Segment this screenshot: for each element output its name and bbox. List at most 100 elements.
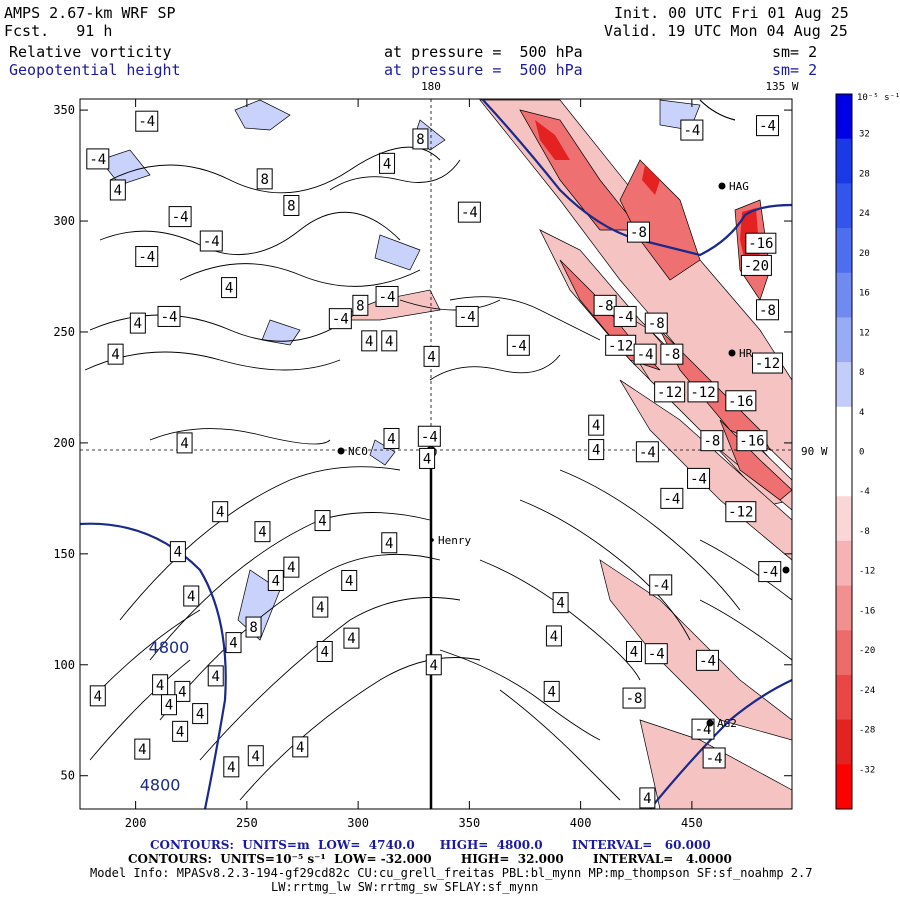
contour-label: 4 [556,596,564,612]
contour-label: -4 [663,491,680,507]
height-contour-label: 4800 [149,638,190,657]
colorbar-label: 28 [859,169,870,179]
contour-label: 8 [356,298,364,314]
contour-label: -4 [695,722,712,738]
contour-label: 4 [216,505,224,521]
y-tick-label: 100 [53,658,75,672]
footer-vorticity-contours: CONTOURS: UNITS=10⁻⁵ s⁻¹ LOW= -32.000 HI… [128,852,732,866]
contour-label: 4 [427,349,435,365]
lon-90w-label: 90 W [801,445,828,458]
contour-label-box [457,201,481,223]
x-tick-label: 250 [236,816,258,830]
contour-label-box [247,745,264,767]
contour-label-box [695,649,719,671]
y-tick-label: 250 [53,325,75,339]
contour-label: -12 [608,338,633,354]
contour-label-box [174,680,191,702]
contour-label-box [545,625,562,647]
contour-label: 4 [138,742,146,758]
contour-label-box [223,756,240,778]
colorbar-swatch [836,719,852,765]
footer-model-info-2: LW:rrtmg_lw SW:rrtmg_sw SFLAY:sf_mynn [271,880,539,894]
station-nco-dot [337,447,345,455]
contour-label: 4 [321,644,329,660]
plot-frame [79,98,793,810]
contour-label: -4 [461,205,478,221]
contour-label: -16 [748,236,773,252]
y-tick-label: 50 [61,769,75,783]
contour-label: 4 [156,678,164,694]
colorbar-swatch [836,585,852,631]
colorbar-swatch [836,94,852,140]
contour-label-box [343,627,360,649]
contour-label: 4 [365,334,373,350]
contour-label-box [740,254,772,276]
x-tick-label: 400 [570,816,592,830]
contour-label: -4 [639,445,656,461]
colorbar-label: -8 [859,527,870,537]
colorbar-swatch [836,764,852,810]
station-henry-label: Henry [438,534,471,547]
contour-label-box [379,152,396,174]
colorbar-swatch [836,451,852,497]
stations: NCO Henry HAG HR AG2 [337,180,790,730]
contour-label: 4 [174,545,182,561]
contour-label-box [687,467,711,489]
contour-label-box [626,640,643,662]
model-title: AMPS 2.67-km WRF SP [4,4,176,22]
contour-label: 4 [258,525,266,541]
contour-label-box [192,703,209,725]
contour-label: 4 [114,183,122,199]
contour-label-box [635,441,659,463]
contour-label-box [687,381,719,403]
contour-label-box [381,532,398,554]
colorbar-label: -24 [859,686,875,696]
vorticity-contours [84,146,792,801]
valid-time: Valid. 19 UTC Mon 04 Aug 25 [604,22,848,40]
contour-label-box [109,179,126,201]
colorbar-label: 16 [859,289,870,299]
colorbar-label: 8 [859,368,864,378]
contour-label-box [700,430,724,452]
contour-label-box [756,299,780,321]
contour-label-box [593,294,617,316]
contour-label: 4 [227,760,235,776]
contour-label-box [183,585,200,607]
contour-label-box [375,285,399,307]
contour-label: 8 [260,172,268,188]
contour-label: -4 [652,578,669,594]
contour-label: 4 [178,684,186,700]
contour-label: -4 [699,653,716,669]
colorbar-swatch [836,674,852,721]
contour-label-box [221,277,238,299]
contour-label: 4 [423,451,431,467]
contour-label-box [225,632,242,654]
contour-label: -4 [637,347,654,363]
contour-label-box [314,510,331,532]
contour-label-box [283,556,300,578]
colorbar-swatch [836,540,852,587]
init-time: Init. 00 UTC Fri 01 Aug 25 [614,4,849,22]
contour-label: -8 [759,303,776,319]
contour-label-box [417,425,441,447]
contour-label-box [135,246,159,268]
footer-height-contours: CONTOURS: UNITS=m LOW= 4740.0 HIGH= 4800… [150,838,711,852]
contour-label-box [267,569,284,591]
contour-label: 4 [550,629,558,645]
contour-label-box [680,119,704,141]
contour-label: 4 [385,536,393,552]
contour-label: -4 [203,234,220,250]
contour-label-box [292,736,309,758]
contour-label-box [725,390,757,412]
station-hag-dot [718,182,726,190]
contour-label-box [419,447,436,469]
lon-135w-label: 135 W [765,80,798,93]
contour-label-box [176,432,193,454]
contour-label-box [168,206,192,228]
contour-label-box [86,148,110,170]
contour-label: -8 [626,691,643,707]
y-tick-label: 300 [53,214,75,228]
contour-label: 4 [287,560,295,576]
colorbar-label: -20 [859,646,875,656]
contour-label: -4 [459,309,476,325]
